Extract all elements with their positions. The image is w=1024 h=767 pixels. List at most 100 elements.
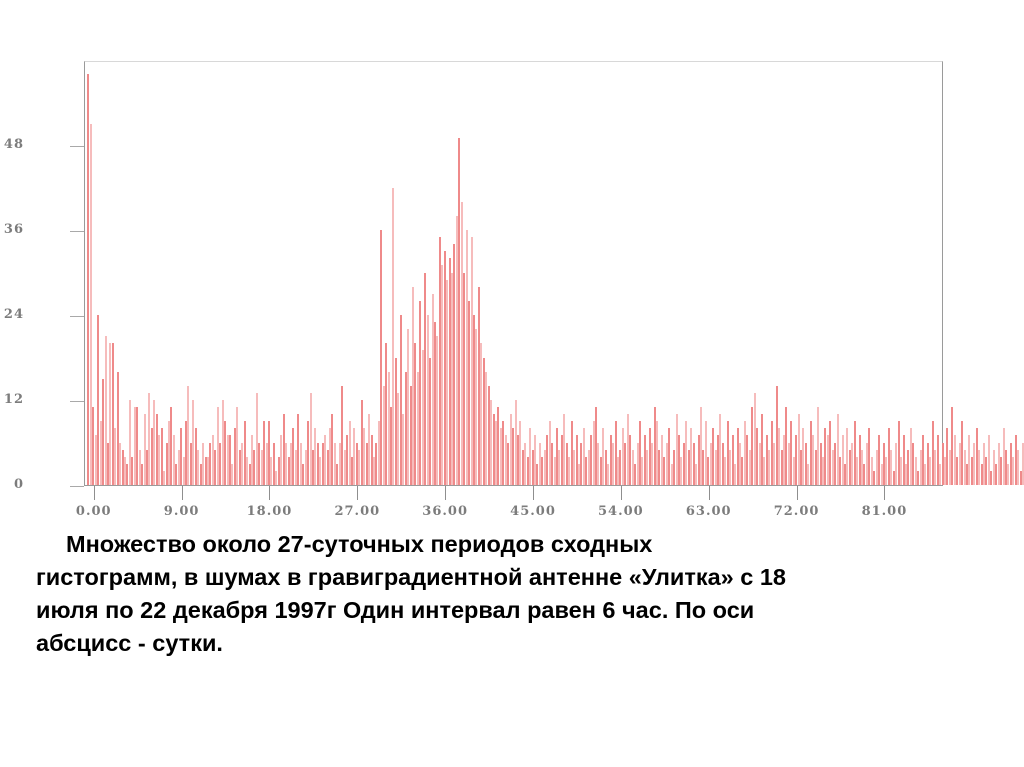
histogram-bar: [790, 421, 793, 485]
histogram-bar: [614, 421, 617, 485]
histogram-bar: [1007, 463, 1010, 485]
histogram-bar: [746, 435, 749, 485]
histogram-bar: [199, 463, 202, 485]
histogram-bar: [260, 449, 263, 485]
histogram-bar: [858, 435, 861, 485]
histogram-bar: [429, 357, 432, 485]
histogram-bar: [863, 463, 866, 485]
histogram-bar: [580, 442, 583, 485]
histogram-bar: [297, 414, 300, 485]
histogram-bar: [307, 421, 310, 485]
histogram-bar: [482, 357, 485, 485]
histogram-bar: [409, 385, 412, 485]
histogram-bar: [856, 456, 859, 485]
histogram-bar: [514, 400, 517, 485]
histogram-bar: [831, 449, 834, 485]
histogram-bar: [185, 421, 188, 485]
x-axis: 0.00 9.00 18.00 27.00 36.00 45.00 54.00 63.00 72…: [76, 486, 943, 526]
histogram-bar: [834, 442, 837, 485]
x-tick-mark: [533, 486, 535, 500]
histogram-bar: [436, 336, 439, 485]
histogram-bar: [846, 428, 849, 485]
histogram-bar: [163, 470, 166, 485]
histogram-bar: [731, 435, 734, 485]
histogram-bar: [126, 463, 129, 485]
histogram-bar: [426, 315, 429, 485]
histogram-bar: [914, 456, 917, 485]
histogram-bar: [497, 407, 500, 485]
histogram-bar: [599, 456, 602, 485]
histogram-bar: [768, 449, 771, 485]
histogram-bar: [194, 428, 197, 485]
histogram-bar: [995, 463, 998, 485]
histogram-bar: [463, 272, 466, 485]
histogram-bar: [726, 421, 729, 485]
histogram-bar: [978, 449, 981, 485]
histogram-bar: [961, 421, 964, 485]
histogram-bar: [638, 421, 641, 485]
histogram-bar: [983, 442, 986, 485]
histogram-bar: [451, 272, 454, 485]
histogram-bar: [99, 421, 102, 485]
histogram-bar: [1022, 442, 1024, 485]
slide-caption: Множество около 27-суточных периодов схо…: [36, 528, 984, 660]
histogram-bar: [131, 456, 134, 485]
histogram-bar: [1005, 449, 1007, 485]
histogram-bar: [136, 407, 139, 485]
histogram-bar: [1012, 456, 1015, 485]
x-tick-label: 45.00: [510, 504, 556, 519]
y-tick-mark: [70, 231, 84, 232]
histogram-bar: [670, 463, 673, 485]
histogram-bar: [272, 442, 275, 485]
histogram-bar: [407, 329, 410, 485]
histogram-bar: [280, 435, 283, 485]
histogram-bar: [336, 463, 339, 485]
histogram-bar: [734, 463, 737, 485]
histogram-bar: [553, 456, 556, 485]
histogram-bar: [702, 449, 705, 485]
histogram-bar: [836, 414, 839, 485]
histogram-bar: [897, 421, 900, 485]
histogram-bar: [817, 407, 820, 485]
histogram-bar: [87, 74, 90, 485]
histogram-bar: [819, 442, 822, 485]
histogram-bar: [712, 428, 715, 485]
histogram-bar: [853, 421, 856, 485]
histogram-bar: [421, 350, 424, 485]
histogram-bar: [826, 435, 829, 485]
histogram-bar: [970, 456, 973, 485]
histogram-bar: [953, 435, 956, 485]
histogram-bar: [987, 435, 990, 485]
histogram-bar: [975, 428, 978, 485]
histogram-bar: [377, 421, 380, 485]
histogram-bar: [314, 428, 317, 485]
histogram-bar: [946, 428, 949, 485]
histogram-bar: [909, 428, 912, 485]
histogram-bar: [582, 428, 585, 485]
histogram-bar: [338, 442, 341, 485]
x-tick-mark: [620, 486, 622, 500]
histogram-bar: [597, 442, 600, 485]
histogram-bar: [717, 435, 720, 485]
histogram-bar: [892, 470, 895, 485]
histogram-bar: [441, 265, 444, 485]
x-tick-mark: [269, 486, 271, 500]
histogram-bar: [839, 456, 842, 485]
histogram-bar: [492, 414, 495, 485]
histogram-bar: [390, 407, 393, 485]
histogram-bar: [812, 435, 815, 485]
histogram-bar: [641, 456, 644, 485]
histogram-bar: [616, 456, 619, 485]
histogram-bar: [473, 315, 475, 485]
histogram-bar: [724, 456, 727, 485]
histogram-bar: [524, 442, 527, 485]
histogram-bar: [692, 442, 695, 485]
histogram-bar: [455, 215, 458, 485]
histogram-bar: [268, 421, 271, 485]
histogram-bar: [631, 449, 634, 485]
x-tick-label: 0.00: [75, 504, 112, 519]
histogram-bar: [394, 357, 397, 485]
histogram-bar: [868, 428, 871, 485]
histogram-bar: [177, 449, 180, 485]
